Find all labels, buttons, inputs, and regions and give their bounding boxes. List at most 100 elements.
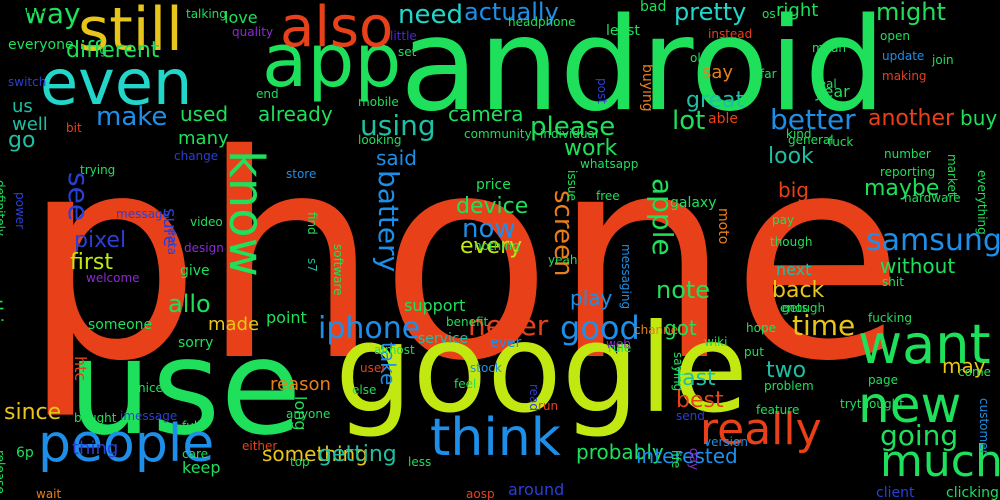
- word-give: give: [180, 263, 210, 279]
- word-different: different: [66, 38, 160, 63]
- word-anything: anything: [0, 266, 6, 346]
- word-work: work: [564, 136, 618, 161]
- word-s7: s7: [305, 258, 319, 272]
- word-make: make: [96, 102, 168, 132]
- word-set: set: [398, 45, 417, 59]
- word-us: us: [12, 96, 33, 117]
- word-client: client: [876, 485, 915, 500]
- word-headphone: headphone: [508, 15, 576, 29]
- word-general: general: [788, 133, 834, 147]
- word-new: new: [858, 376, 962, 434]
- word-allo: allo: [168, 290, 211, 318]
- word-day: day: [687, 448, 701, 471]
- word-app: app: [262, 18, 402, 104]
- word-post: post: [595, 78, 609, 104]
- word-htc: htc: [71, 356, 90, 382]
- word-benefit: benefit: [446, 315, 489, 329]
- word-channel: channel: [634, 323, 682, 337]
- word-big: big: [778, 178, 809, 202]
- word-said: said: [376, 146, 417, 170]
- word-find: find: [305, 212, 319, 235]
- word-nothing: nothing: [474, 239, 520, 253]
- word-pay: pay: [772, 213, 795, 227]
- word-6p: 6p: [16, 445, 34, 461]
- word-battery: battery: [372, 170, 405, 273]
- word-making: making: [882, 69, 927, 83]
- word-web: web: [606, 337, 631, 351]
- word-design: design: [184, 241, 224, 255]
- word-put: put: [744, 345, 764, 359]
- word-note: note: [656, 276, 711, 304]
- word-far: far: [760, 67, 777, 81]
- word-whatsapp: whatsapp: [580, 157, 639, 171]
- word-reporting: reporting: [880, 165, 936, 179]
- word-trythought: trythought: [840, 397, 904, 411]
- word-version: version: [704, 435, 748, 449]
- word-well: well: [12, 114, 48, 135]
- word-release: release: [0, 450, 7, 494]
- word-used: used: [180, 102, 229, 126]
- word-price: price: [476, 177, 511, 193]
- word-much: much: [880, 436, 1000, 487]
- word-problem: problem: [764, 379, 814, 393]
- word-fuck: fuck: [828, 135, 854, 149]
- word-pretty: pretty: [674, 0, 747, 26]
- word-use: use: [68, 311, 302, 465]
- word-play: play: [570, 286, 613, 310]
- word-software: software: [331, 244, 345, 296]
- word-free: free: [596, 189, 620, 203]
- word-quality: quality: [232, 25, 274, 39]
- word-made: made: [208, 314, 260, 335]
- word-samsung: samsung: [866, 223, 1000, 258]
- word-want: want: [858, 313, 991, 376]
- word-sorry: sorry: [178, 335, 214, 351]
- word-full: full: [182, 419, 201, 433]
- word-around: around: [508, 480, 565, 499]
- word-good: good: [560, 309, 640, 347]
- word-enough: enough: [780, 301, 826, 315]
- word-lot: lot: [672, 106, 706, 136]
- word-community: community: [464, 127, 532, 141]
- word-see: see: [62, 172, 95, 222]
- word-now: now: [462, 214, 516, 244]
- word-definitely: definitely: [0, 180, 7, 237]
- word-time: time: [792, 309, 856, 342]
- word-able: able: [708, 111, 738, 127]
- word-top: top: [290, 455, 310, 469]
- word-yeah: yeah: [548, 253, 578, 267]
- word-nice: nice: [138, 381, 163, 395]
- word-since: since: [4, 400, 62, 425]
- word-wait: wait: [36, 487, 62, 500]
- word-keep: keep: [182, 458, 221, 477]
- word-need: need: [398, 0, 463, 30]
- word-fucking: fucking: [868, 311, 912, 325]
- word-almost: almost: [374, 343, 415, 357]
- word-someone: someone: [88, 317, 153, 333]
- word-rule: rule: [608, 341, 632, 355]
- word-care: care: [182, 447, 209, 461]
- word-messaging: messaging: [619, 244, 633, 310]
- word-without: without: [880, 254, 956, 278]
- word-never: never: [468, 309, 549, 342]
- word-page: page: [868, 373, 898, 387]
- word-home: home: [0, 0, 46, 17]
- word-stock: stock: [470, 361, 502, 375]
- word-individual: individual: [540, 127, 599, 141]
- word-else: else: [352, 383, 377, 397]
- word-two: two: [766, 358, 807, 383]
- word-getting: getting: [318, 442, 397, 467]
- word-think: think: [430, 408, 561, 468]
- word-point: point: [266, 308, 307, 327]
- word-os: os: [762, 7, 776, 21]
- word-run: run: [538, 399, 559, 413]
- word-real: real: [814, 77, 837, 91]
- word-aosp: aosp: [466, 487, 495, 500]
- word-open: open: [880, 29, 910, 43]
- word-many: many: [178, 128, 229, 149]
- word-end: end: [256, 87, 279, 101]
- word-know: know: [218, 150, 274, 277]
- word-mobile: mobile: [358, 95, 399, 109]
- word-hope: hope: [746, 321, 776, 335]
- word-looking: looking: [358, 133, 402, 147]
- word-issue: issue: [565, 170, 579, 201]
